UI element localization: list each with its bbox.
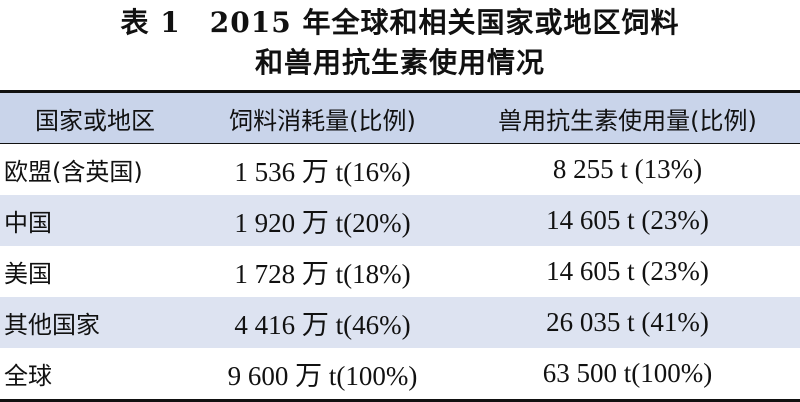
cell-feed: 1 728 万 t(18%) [234,259,411,289]
header-feed-consumption: 饲料消耗量(比例) [190,90,455,144]
cell-antibiotic: 26 035 t (41%) [455,297,800,348]
table-row: 美国 1 728 万 t(18%) 14 605 t (23%) [0,246,800,297]
table-row: 其他国家 4 416 万 t(46%) 26 035 t (41%) [0,297,800,348]
cell-feed: 9 600 万 t(100%) [190,348,455,402]
table-row: 中国 1 920 万 t(20%) 14 605 t (23%) [0,195,800,246]
cell-antibiotic: 14 605 t (23%) [455,195,800,246]
header-region: 国家或地区 [0,90,190,144]
table-title-line-1: 表 1 2015 年全球和相关国家或地区饲料 [120,6,680,39]
cell-feed: 1 536 万 t(16%) [234,157,411,187]
cell-region: 美国 [4,260,52,288]
cell-antibiotic: 14 605 t (23%) [546,256,709,286]
cell-antibiotic: 8 255 t (13%) [552,154,703,184]
cell-region: 全球 [0,348,190,402]
header-row: 国家或地区 饲料消耗量(比例) 兽用抗生素使用量(比例) [0,90,800,144]
cell-region: 中国 [0,195,190,246]
cell-region: 欧盟(含英国) [4,158,143,186]
table-row: 全球 9 600 万 t(100%) 63 500 t(100%) [0,348,800,402]
cell-region: 其他国家 [0,297,190,348]
cell-antibiotic: 63 500 t(100%) [455,348,800,402]
header-antibiotic-use: 兽用抗生素使用量(比例) [455,90,800,144]
cell-feed: 4 416 万 t(46%) [190,297,455,348]
table-title-line-2: 和兽用抗生素使用情况 [254,46,545,79]
data-table: 国家或地区 饲料消耗量(比例) 兽用抗生素使用量(比例) 欧盟(含英国) 1 5… [0,90,800,402]
cell-feed: 1 920 万 t(20%) [190,195,455,246]
table-row: 欧盟(含英国) 1 536 万 t(16%) 8 255 t (13%) [0,144,800,196]
